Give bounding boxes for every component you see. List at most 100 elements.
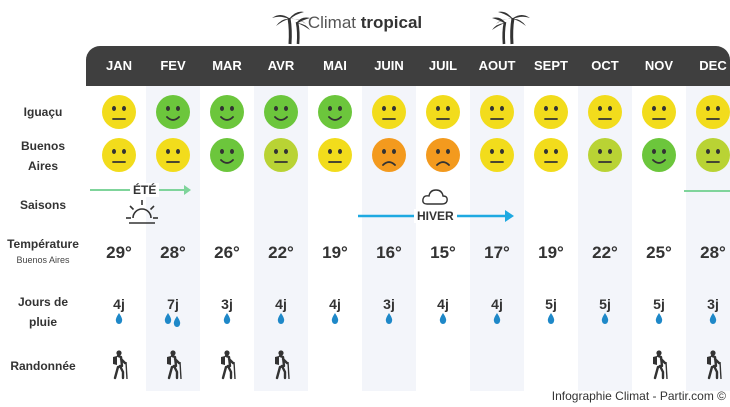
- month-header-oct: OCT: [591, 58, 619, 73]
- rain-days-value: 3j: [221, 296, 233, 312]
- month-header-juin: JUIN: [374, 58, 404, 73]
- face-eye: [662, 106, 666, 111]
- rain-days: 5j: [524, 296, 578, 327]
- rain-days: 4j: [416, 296, 470, 327]
- face-eye: [490, 106, 494, 111]
- face-eye: [716, 106, 720, 111]
- face-eye: [608, 106, 612, 111]
- face-eye: [392, 149, 396, 154]
- face-eye: [122, 106, 126, 111]
- face-eye: [446, 149, 450, 154]
- face-mouth: [274, 161, 288, 163]
- face-eye: [706, 149, 710, 154]
- iguacu-face-icon: [372, 95, 406, 129]
- face-eye: [392, 106, 396, 111]
- iguacu-face-icon: [426, 95, 460, 129]
- row-label-saisons: Saisons: [19, 198, 67, 212]
- face-mouth: [706, 161, 720, 163]
- face-mouth: [166, 161, 180, 163]
- face-eye: [284, 149, 288, 154]
- temperature-value: 16°: [376, 243, 402, 262]
- face-eye: [598, 106, 602, 111]
- column-stripe: [578, 86, 632, 391]
- face-eye: [274, 149, 278, 154]
- column-stripe: [686, 86, 730, 391]
- sun-icon: [126, 200, 158, 224]
- face-mouth: [598, 161, 612, 163]
- hiker-icon: [275, 350, 290, 380]
- month-header-sept: SEPT: [534, 58, 568, 73]
- face-mouth: [652, 159, 666, 164]
- rain-days: 4j: [254, 296, 308, 327]
- column-stripe: [254, 86, 308, 391]
- row-label-iguacu: Iguaçu: [23, 105, 63, 119]
- face-eye: [716, 149, 720, 154]
- face-eye: [554, 106, 558, 111]
- month-header-jan: JAN: [105, 58, 132, 73]
- face-eye: [328, 149, 332, 154]
- face-eye: [112, 106, 116, 111]
- rain-days: 3j: [200, 296, 254, 327]
- face-eye: [598, 149, 602, 154]
- palm-tree-icon: [272, 11, 310, 45]
- buenos-aires-face-icon: [156, 138, 190, 172]
- temperature-value: 19°: [538, 243, 564, 262]
- face-mouth: [166, 116, 180, 121]
- face-eye: [436, 106, 440, 111]
- rain-days-value: 4j: [491, 296, 503, 312]
- month-header-avr: AVR: [267, 58, 295, 73]
- temperature-value: 19°: [322, 243, 348, 262]
- temperature-value: 26°: [214, 243, 240, 262]
- palm-tree-icon: [492, 11, 530, 45]
- face-eye: [230, 149, 234, 154]
- credit-footer: Infographie Climat - Partir.com ©: [551, 389, 726, 403]
- iguacu-face-icon: [318, 95, 352, 129]
- row-label-buenos-aires: Buenos Aires: [20, 139, 65, 173]
- face-eye: [176, 149, 180, 154]
- temperature-value: 28°: [700, 243, 726, 262]
- rain-drop-icon: [601, 313, 609, 324]
- month-header-fev: FEV: [160, 58, 186, 73]
- rain-days-value: 4j: [329, 296, 341, 312]
- face-eye: [112, 149, 116, 154]
- face-mouth: [112, 161, 126, 163]
- iguacu-face-icon: [534, 95, 568, 129]
- face-mouth: [490, 118, 504, 120]
- temperature-value: 28°: [160, 243, 186, 262]
- row-label-jours-de-pluie: Jours de pluie: [17, 295, 68, 329]
- month-header-mai: MAI: [323, 58, 347, 73]
- face-mouth: [544, 118, 558, 120]
- rain-drop-icon: [223, 313, 231, 324]
- iguacu-face-icon: [696, 95, 730, 129]
- buenos-aires-face-icon: [264, 138, 298, 172]
- face-eye: [230, 106, 234, 111]
- face-mouth: [274, 116, 288, 121]
- face-mouth: [436, 118, 450, 120]
- column-stripe: [470, 86, 524, 391]
- rain-days-value: 4j: [113, 296, 125, 312]
- chart-title: Climat tropical: [307, 13, 423, 32]
- iguacu-face-icon: [480, 95, 514, 129]
- face-eye: [284, 106, 288, 111]
- face-mouth: [328, 116, 342, 121]
- iguacu-face-icon: [210, 95, 244, 129]
- hiker-icon: [707, 350, 722, 380]
- buenos-aires-face-icon: [642, 138, 676, 172]
- buenos-aires-face-icon: [696, 138, 730, 172]
- temperature-value: 25°: [646, 243, 672, 262]
- face-eye: [608, 149, 612, 154]
- face-eye: [122, 149, 126, 154]
- iguacu-face-icon: [588, 95, 622, 129]
- face-mouth: [490, 161, 504, 163]
- rain-days-value: 5j: [653, 296, 665, 312]
- face-eye: [166, 106, 170, 111]
- hiker-icon: [113, 350, 128, 380]
- month-header-dec: DEC: [699, 58, 727, 73]
- month-header-nov: NOV: [644, 58, 674, 73]
- face-eye: [220, 149, 224, 154]
- face-mouth: [652, 118, 666, 120]
- face-mouth: [598, 118, 612, 120]
- face-eye: [382, 149, 386, 154]
- rain-days-value: 4j: [275, 296, 287, 312]
- rain-days: 4j: [308, 296, 362, 327]
